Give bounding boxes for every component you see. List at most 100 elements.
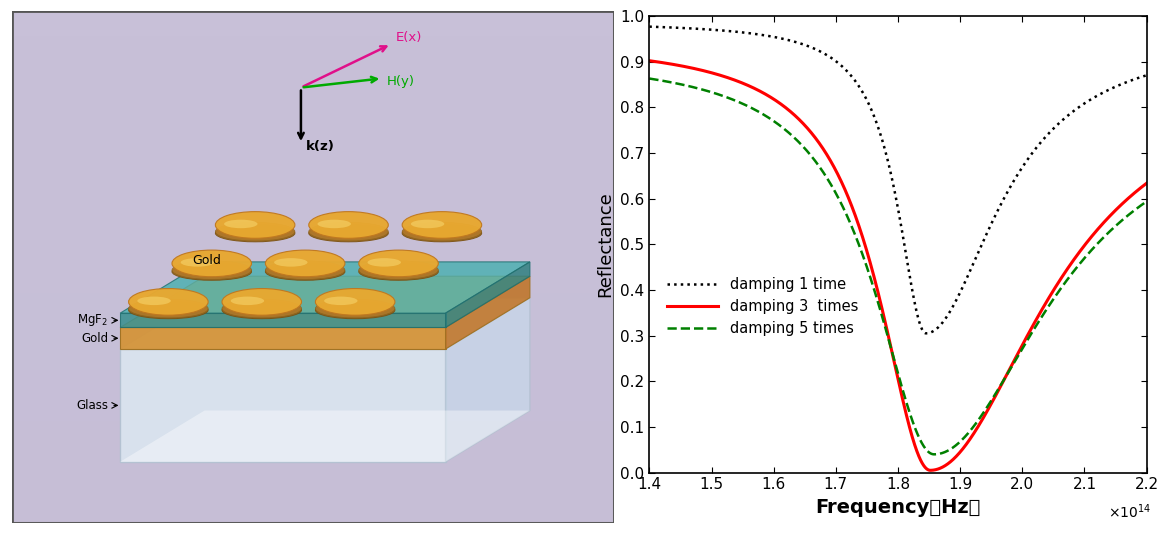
Polygon shape bbox=[446, 262, 530, 327]
Ellipse shape bbox=[222, 301, 302, 319]
Polygon shape bbox=[121, 298, 530, 349]
Ellipse shape bbox=[309, 211, 388, 238]
damping 3  times bbox=[1140, 180, 1154, 186]
Bar bbox=[12, 241, 614, 267]
Polygon shape bbox=[121, 313, 446, 327]
damping 1 time bbox=[1140, 72, 1154, 78]
Ellipse shape bbox=[172, 261, 252, 279]
Bar bbox=[12, 11, 614, 36]
damping 5 times bbox=[1076, 256, 1090, 263]
Bar bbox=[12, 62, 614, 88]
Bar bbox=[12, 293, 614, 318]
Ellipse shape bbox=[266, 263, 345, 280]
Ellipse shape bbox=[316, 301, 395, 319]
damping 3  times bbox=[854, 231, 868, 237]
Bar bbox=[12, 164, 614, 190]
Bar bbox=[12, 498, 614, 523]
Ellipse shape bbox=[402, 211, 482, 238]
Ellipse shape bbox=[411, 219, 445, 228]
damping 3  times bbox=[833, 176, 847, 182]
Line: damping 1 time: damping 1 time bbox=[649, 27, 1147, 333]
X-axis label: Frequency（Hz）: Frequency（Hz） bbox=[815, 498, 980, 517]
damping 5 times bbox=[698, 88, 713, 94]
damping 1 time bbox=[854, 87, 868, 93]
Text: Gold: Gold bbox=[81, 332, 108, 345]
Bar bbox=[12, 139, 614, 164]
Text: Glass: Glass bbox=[76, 399, 108, 412]
Ellipse shape bbox=[266, 250, 345, 277]
Legend: damping 1 time, damping 3  times, damping 5 times: damping 1 time, damping 3 times, damping… bbox=[661, 271, 865, 342]
Bar bbox=[12, 36, 614, 62]
Polygon shape bbox=[121, 327, 446, 349]
Polygon shape bbox=[446, 276, 530, 349]
Text: $\times 10^{14}$: $\times 10^{14}$ bbox=[1108, 502, 1151, 521]
Ellipse shape bbox=[129, 299, 208, 318]
Polygon shape bbox=[121, 411, 530, 462]
Ellipse shape bbox=[402, 224, 482, 242]
damping 3  times bbox=[642, 58, 656, 64]
Ellipse shape bbox=[359, 261, 439, 279]
damping 3  times bbox=[1130, 187, 1144, 194]
damping 5 times bbox=[1140, 198, 1154, 205]
Ellipse shape bbox=[172, 263, 252, 280]
Ellipse shape bbox=[309, 222, 388, 241]
Ellipse shape bbox=[317, 219, 351, 228]
Ellipse shape bbox=[129, 301, 208, 319]
Ellipse shape bbox=[316, 299, 395, 318]
damping 3  times bbox=[1076, 244, 1090, 250]
Bar bbox=[12, 88, 614, 113]
Bar bbox=[12, 113, 614, 139]
Ellipse shape bbox=[266, 261, 345, 279]
Ellipse shape bbox=[367, 258, 401, 266]
Text: k(z): k(z) bbox=[305, 140, 335, 153]
Ellipse shape bbox=[274, 258, 308, 266]
Ellipse shape bbox=[230, 296, 264, 305]
damping 5 times bbox=[1130, 205, 1144, 211]
Ellipse shape bbox=[180, 258, 214, 266]
damping 1 time bbox=[918, 330, 932, 336]
Ellipse shape bbox=[225, 219, 257, 228]
Text: H(y): H(y) bbox=[386, 75, 414, 88]
Ellipse shape bbox=[324, 296, 358, 305]
Ellipse shape bbox=[402, 222, 482, 241]
Polygon shape bbox=[446, 298, 530, 462]
Polygon shape bbox=[121, 276, 530, 327]
Y-axis label: Reflectance: Reflectance bbox=[597, 191, 614, 297]
Bar bbox=[12, 421, 614, 446]
Ellipse shape bbox=[215, 224, 295, 242]
damping 5 times bbox=[927, 451, 941, 458]
Text: MgF$_2$: MgF$_2$ bbox=[77, 312, 108, 328]
Ellipse shape bbox=[359, 263, 439, 280]
Bar bbox=[12, 267, 614, 293]
Text: E(x): E(x) bbox=[397, 32, 422, 44]
damping 5 times bbox=[642, 75, 656, 82]
damping 3  times bbox=[923, 467, 937, 474]
Polygon shape bbox=[121, 262, 530, 313]
Line: damping 3  times: damping 3 times bbox=[649, 61, 1147, 470]
damping 5 times bbox=[833, 198, 847, 205]
Ellipse shape bbox=[222, 288, 302, 315]
Bar bbox=[12, 395, 614, 421]
Ellipse shape bbox=[215, 222, 295, 241]
damping 1 time bbox=[698, 26, 713, 33]
Ellipse shape bbox=[172, 250, 252, 277]
Ellipse shape bbox=[359, 250, 439, 277]
damping 3  times bbox=[729, 77, 743, 84]
Ellipse shape bbox=[129, 288, 208, 315]
Bar bbox=[12, 446, 614, 472]
damping 1 time bbox=[833, 61, 847, 68]
damping 1 time bbox=[1130, 75, 1144, 82]
damping 5 times bbox=[729, 98, 743, 104]
Ellipse shape bbox=[316, 288, 395, 315]
damping 1 time bbox=[1076, 101, 1090, 107]
damping 1 time bbox=[729, 28, 743, 35]
Bar bbox=[12, 344, 614, 370]
damping 1 time bbox=[642, 23, 656, 30]
Ellipse shape bbox=[137, 296, 171, 305]
Text: Gold: Gold bbox=[192, 254, 221, 268]
Polygon shape bbox=[121, 349, 446, 462]
Bar bbox=[12, 216, 614, 241]
Bar bbox=[12, 318, 614, 344]
Ellipse shape bbox=[215, 211, 295, 238]
Bar bbox=[12, 370, 614, 395]
